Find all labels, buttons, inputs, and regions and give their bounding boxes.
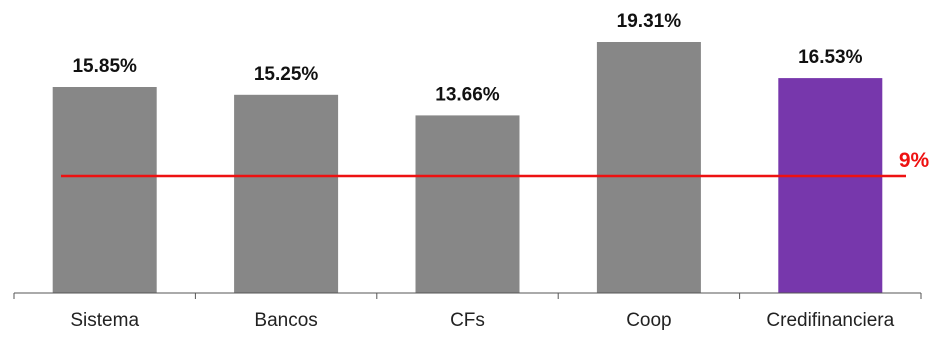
category-label-coop: Coop (626, 310, 671, 331)
value-label-sistema: 15.85% (72, 56, 137, 77)
reference-line-group: 9% (61, 149, 930, 178)
value-label-bancos: 15.25% (254, 64, 319, 85)
x-axis (13, 292, 922, 299)
bar-cfs (415, 115, 520, 294)
bar-bancos (234, 94, 339, 294)
bar-credifinanciera (778, 78, 883, 293)
value-label-cfs: 13.66% (435, 84, 500, 105)
bar-coop (596, 42, 701, 293)
category-label-bancos: Bancos (254, 310, 317, 331)
reference-line-label: 9% (899, 149, 930, 172)
value-label-coop: 19.31% (617, 11, 682, 32)
bars-group (52, 42, 883, 294)
bar-sistema (52, 87, 157, 293)
value-label-credifinanciera: 16.53% (798, 47, 863, 68)
category-label-cfs: CFs (450, 310, 485, 331)
category-label-credifinanciera: Credifinanciera (766, 310, 894, 331)
labels-group: 15.85% Sistema 15.25% Bancos 13.66% CFs 19.31%… (70, 11, 894, 331)
category-label-sistema: Sistema (70, 310, 139, 331)
